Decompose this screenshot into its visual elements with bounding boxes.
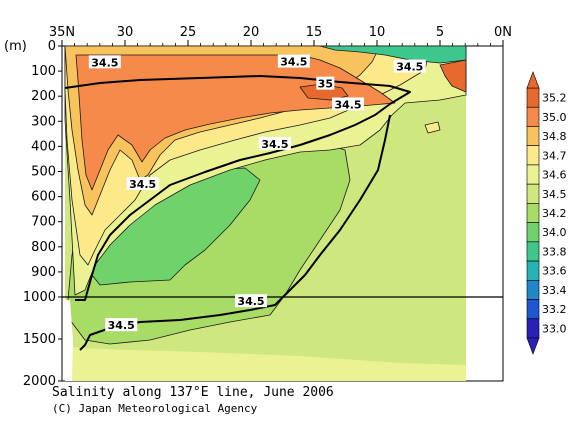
contour-label: 34.5 [334,98,361,111]
y-tick-label: 500 [31,165,56,180]
y-axis-label: (m) [4,39,27,54]
colorbar-label: 35.2 [542,92,567,105]
colorbar-swatch [526,126,540,146]
y-tick-label: 700 [31,215,56,230]
colorbar: 35.2 35.0 34.8 34.7 34.6 34.5 34.2 34.0 33.8 33.6… [526,71,567,355]
x-tick-label: 25 [180,25,197,40]
x-tick-label: 10 [369,25,386,40]
x-axis: 35N 30 25 20 15 10 5 0N [49,25,512,46]
x-tick-label: 15 [306,25,323,40]
contour-label: 34.5 [237,295,264,308]
y-tick-label: 600 [31,190,56,205]
chart-title: Salinity along 137°E line, June 2006 [52,385,334,400]
x-tick-label: 35N [49,25,75,40]
contour-label: 34.5 [396,61,423,74]
region-deep-34-5 [65,346,466,381]
colorbar-swatch [526,241,540,262]
y-tick-label: 900 [31,265,56,280]
y-tick-label: 800 [31,240,56,255]
contour-label-bg [126,177,159,191]
contour-label: 34.5 [108,319,135,332]
contour-label: 34.5 [280,56,307,69]
colorbar-label: 33.6 [542,265,567,278]
x-tick-label: 20 [243,25,260,40]
colorbar-swatch [526,145,540,166]
colorbar-swatch [526,280,540,300]
colorbar-label: 35.0 [542,111,567,124]
colorbar-label: 33.4 [542,284,567,297]
colorbar-top-arrow [526,71,540,89]
x-tick-label: 5 [436,25,444,40]
contour-label: 34.5 [91,56,118,69]
colorbar-swatch [526,299,540,320]
contour-label: 34.5 [129,178,156,191]
contour-label-bg [235,294,267,308]
contour-34-5-main [64,75,411,301]
colorbar-label: 34.6 [542,169,567,182]
y-tick-label: 400 [31,139,56,154]
colorbar-swatch [526,222,540,243]
colorbar-label: 33.8 [542,245,567,258]
colorbar-swatch [526,87,540,108]
contour-label-bg [258,136,291,150]
contour-34-5-deep [79,114,391,351]
contour-label-bg [277,54,310,68]
contour-label-bg [332,97,365,111]
colorbar-label: 34.7 [542,149,567,162]
region-salty-east [439,59,467,93]
contour-label: 35 [318,78,333,91]
colorbar-swatch [526,183,540,204]
y-tick-label: 100 [31,64,56,79]
y-axis: 0 100 200 300 400 500 600 700 800 900 1000 1500 2000 [23,39,62,389]
colorbar-swatch [526,260,540,281]
chart-credit: (C) Japan Meteorological Agency [52,402,258,415]
y-tick-label: 0 [48,39,56,54]
land-mask [65,300,73,381]
contour-label-bg [105,318,138,332]
colorbar-label: 34.2 [542,207,567,220]
colorbar-label: 34.8 [542,130,567,143]
colorbar-swatch [526,318,540,339]
y-tick-label: 1000 [23,290,56,305]
colorbar-swatch [526,106,540,127]
y-tick-label: 2000 [23,374,56,389]
contour-label-bg [88,55,121,69]
x-tick-label: 0N [494,25,512,40]
contour-label-bg [393,59,426,73]
contour-label: 34.5 [261,138,288,151]
colorbar-label: 33.0 [542,322,567,335]
y-tick-label: 1500 [23,332,56,347]
colorbar-label: 34.5 [542,188,567,201]
contour-label-bg [316,76,335,90]
colorbar-swatch [526,164,540,185]
colorbar-bottom-arrow [526,337,540,355]
y-tick-label: 200 [31,89,56,104]
colorbar-label: 34.0 [542,226,567,239]
region-salty-blob [424,121,441,134]
y-tick-label: 300 [31,114,56,129]
colorbar-swatch [526,203,540,223]
x-tick-label: 30 [117,25,134,40]
colorbar-label: 33.2 [542,303,567,316]
